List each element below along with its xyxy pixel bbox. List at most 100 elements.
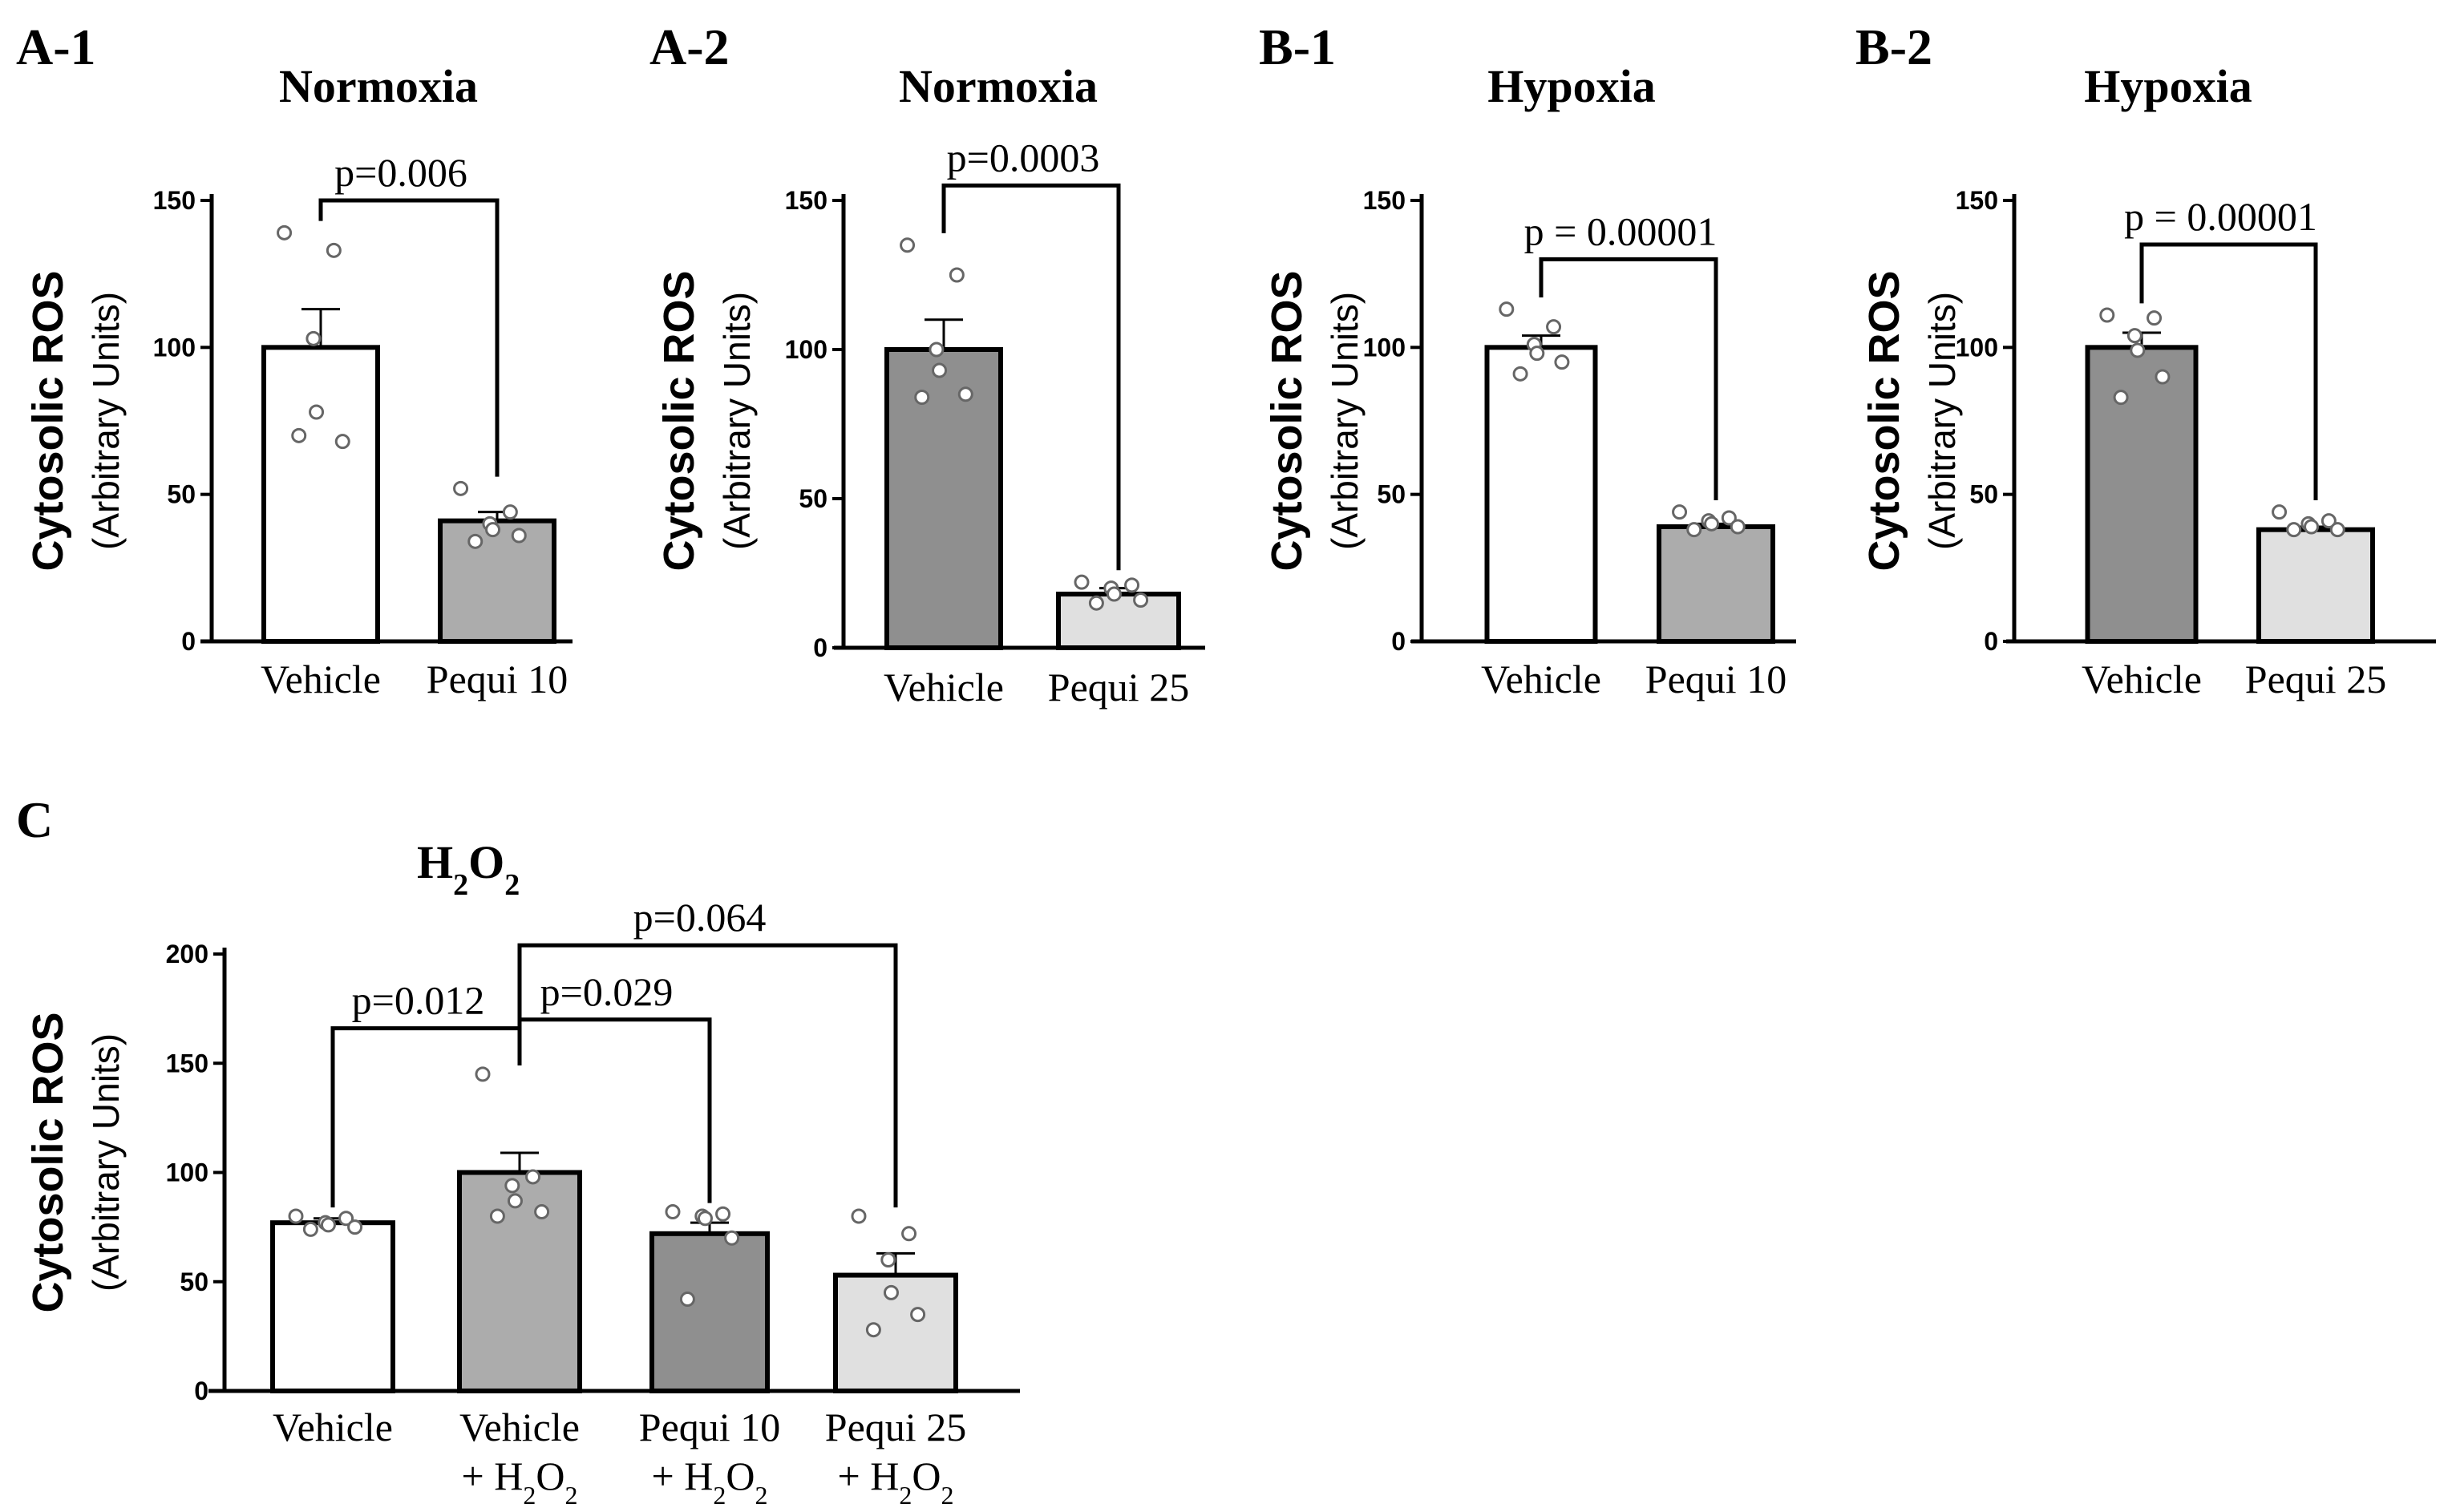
y-axis-title: Cytosolic ROS [1860, 270, 1908, 571]
data-point-1 [1133, 592, 1149, 608]
y-axis-subtitle: (Arbitrary Units) [1921, 292, 1963, 550]
y-axis-subtitle: (Arbitrary Units) [1324, 292, 1366, 550]
data-point-3 [851, 1208, 867, 1224]
data-point-2 [697, 1211, 713, 1227]
data-point-1 [453, 480, 469, 496]
panel-title: Hypoxia [1487, 60, 1656, 112]
data-point-1 [504, 1178, 520, 1194]
category-sublabel-3-part-0: + H [838, 1453, 900, 1498]
category-label-1: Pequi 10 [1645, 657, 1786, 701]
data-point-1 [1074, 574, 1090, 590]
data-point-0 [2147, 310, 2163, 326]
bar-0 [2085, 345, 2199, 644]
data-point-1 [1088, 595, 1104, 611]
y-tick-label: 0 [194, 1377, 208, 1405]
y-tick-label: 50 [1377, 480, 1406, 509]
data-point-1 [511, 528, 527, 544]
panel-title-part-0: H [417, 836, 453, 888]
y-axis-subtitle: (Arbitrary Units) [85, 292, 127, 550]
data-point-1 [1672, 504, 1688, 520]
data-point-0 [2099, 307, 2115, 323]
panel-a-1: A-1 Normoxia Cytosolic ROS (Arbitrary Units… [16, 18, 573, 701]
y-tick-label: 50 [1969, 480, 1998, 509]
data-point-0 [1529, 346, 1545, 362]
significance-bracket-0 [318, 198, 500, 477]
category-sublabel-1-part-0: + H [462, 1453, 524, 1498]
data-point-0 [1546, 319, 1562, 335]
panel-title-part-2: O [468, 836, 504, 888]
category-sublabel-3-part-1: 2 [899, 1481, 912, 1510]
y-tick-label: 50 [799, 484, 827, 513]
p-value-label-1: p=0.029 [540, 969, 674, 1014]
category-sublabel-2-part-0: + H [652, 1453, 714, 1498]
data-point-2 [715, 1206, 731, 1222]
category-sublabel-1: + H2O2 [462, 1453, 578, 1510]
panel-a-2: A-2 Normoxia Cytosolic ROS (Arbitrary Units… [649, 18, 1205, 710]
data-point-3 [883, 1284, 899, 1300]
data-point-1 [485, 522, 501, 538]
bar-0 [884, 347, 1003, 650]
data-point-0 [1554, 354, 1570, 370]
data-point-1 [507, 1193, 523, 1209]
data-point-0 [932, 362, 948, 378]
data-point-0 [1499, 301, 1515, 317]
data-point-1 [1721, 510, 1737, 526]
data-point-3 [865, 1322, 881, 1338]
data-point-3 [910, 1307, 926, 1323]
data-point-1 [502, 504, 518, 520]
y-axis-subtitle: (Arbitrary Units) [85, 1033, 127, 1292]
data-point-3 [901, 1226, 917, 1242]
category-label-0: Vehicle [273, 1405, 393, 1449]
y-tick-label: 150 [785, 186, 827, 215]
data-point-1 [489, 1208, 505, 1224]
panel-label: A-2 [649, 18, 730, 75]
p-value-label-0: p=0.012 [352, 978, 485, 1023]
bar-1 [1657, 524, 1775, 644]
bar-3 [833, 1272, 958, 1393]
data-point-0 [326, 242, 342, 258]
data-point-1 [1730, 519, 1746, 535]
data-point-1 [534, 1204, 550, 1220]
data-point-1 [1124, 577, 1140, 593]
bar-1 [2256, 527, 2375, 645]
category-label-1: Pequi 10 [427, 657, 568, 701]
panel-title: Normoxia [279, 60, 478, 112]
p-value-label-0: p = 0.00001 [1524, 208, 1718, 253]
data-point-1 [2304, 519, 2320, 535]
significance-bracket-0 [2139, 242, 2318, 500]
data-point-1 [467, 533, 484, 549]
y-tick-label: 0 [1984, 627, 1998, 656]
panel-title: Normoxia [899, 60, 1098, 112]
panel-label: A-1 [16, 18, 96, 75]
y-tick-label: 150 [1956, 186, 1998, 215]
panel-b-1: B-1 Hypoxia Cytosolic ROS (Arbitrary Units)… [1259, 18, 1796, 701]
data-point-0 [929, 342, 945, 358]
data-point-0 [288, 1208, 304, 1224]
panel-label: B-2 [1855, 18, 1932, 75]
data-point-3 [880, 1252, 896, 1267]
y-tick-label: 50 [167, 480, 196, 509]
y-tick-label: 200 [166, 940, 208, 968]
panel-b-2: B-2 Hypoxia Cytosolic ROS (Arbitrary Units)… [1855, 18, 2436, 701]
bar-0 [261, 345, 380, 644]
y-tick-label: 0 [813, 633, 827, 662]
y-tick-label: 100 [785, 335, 827, 364]
category-label-1: Pequi 25 [1048, 665, 1189, 710]
category-sublabel-3-part-3: 2 [941, 1481, 953, 1510]
data-point-0 [338, 1211, 354, 1227]
data-point-0 [914, 390, 930, 406]
bar-1 [1056, 592, 1181, 650]
category-label-2: Pequi 10 [639, 1405, 780, 1449]
p-value-label-2: p=0.064 [633, 895, 767, 940]
data-point-0 [347, 1219, 363, 1235]
category-label-3: Pequi 25 [825, 1405, 966, 1449]
y-tick-label: 150 [1363, 186, 1406, 215]
category-sublabel-3-part-2: O [912, 1453, 941, 1498]
data-point-1 [2286, 522, 2302, 538]
y-axis-title: Cytosolic ROS [24, 270, 72, 571]
data-point-0 [2126, 328, 2143, 344]
data-point-1 [2321, 513, 2337, 529]
significance-bracket-0 [1539, 257, 1718, 500]
category-sublabel-1-part-2: O [536, 1453, 564, 1498]
